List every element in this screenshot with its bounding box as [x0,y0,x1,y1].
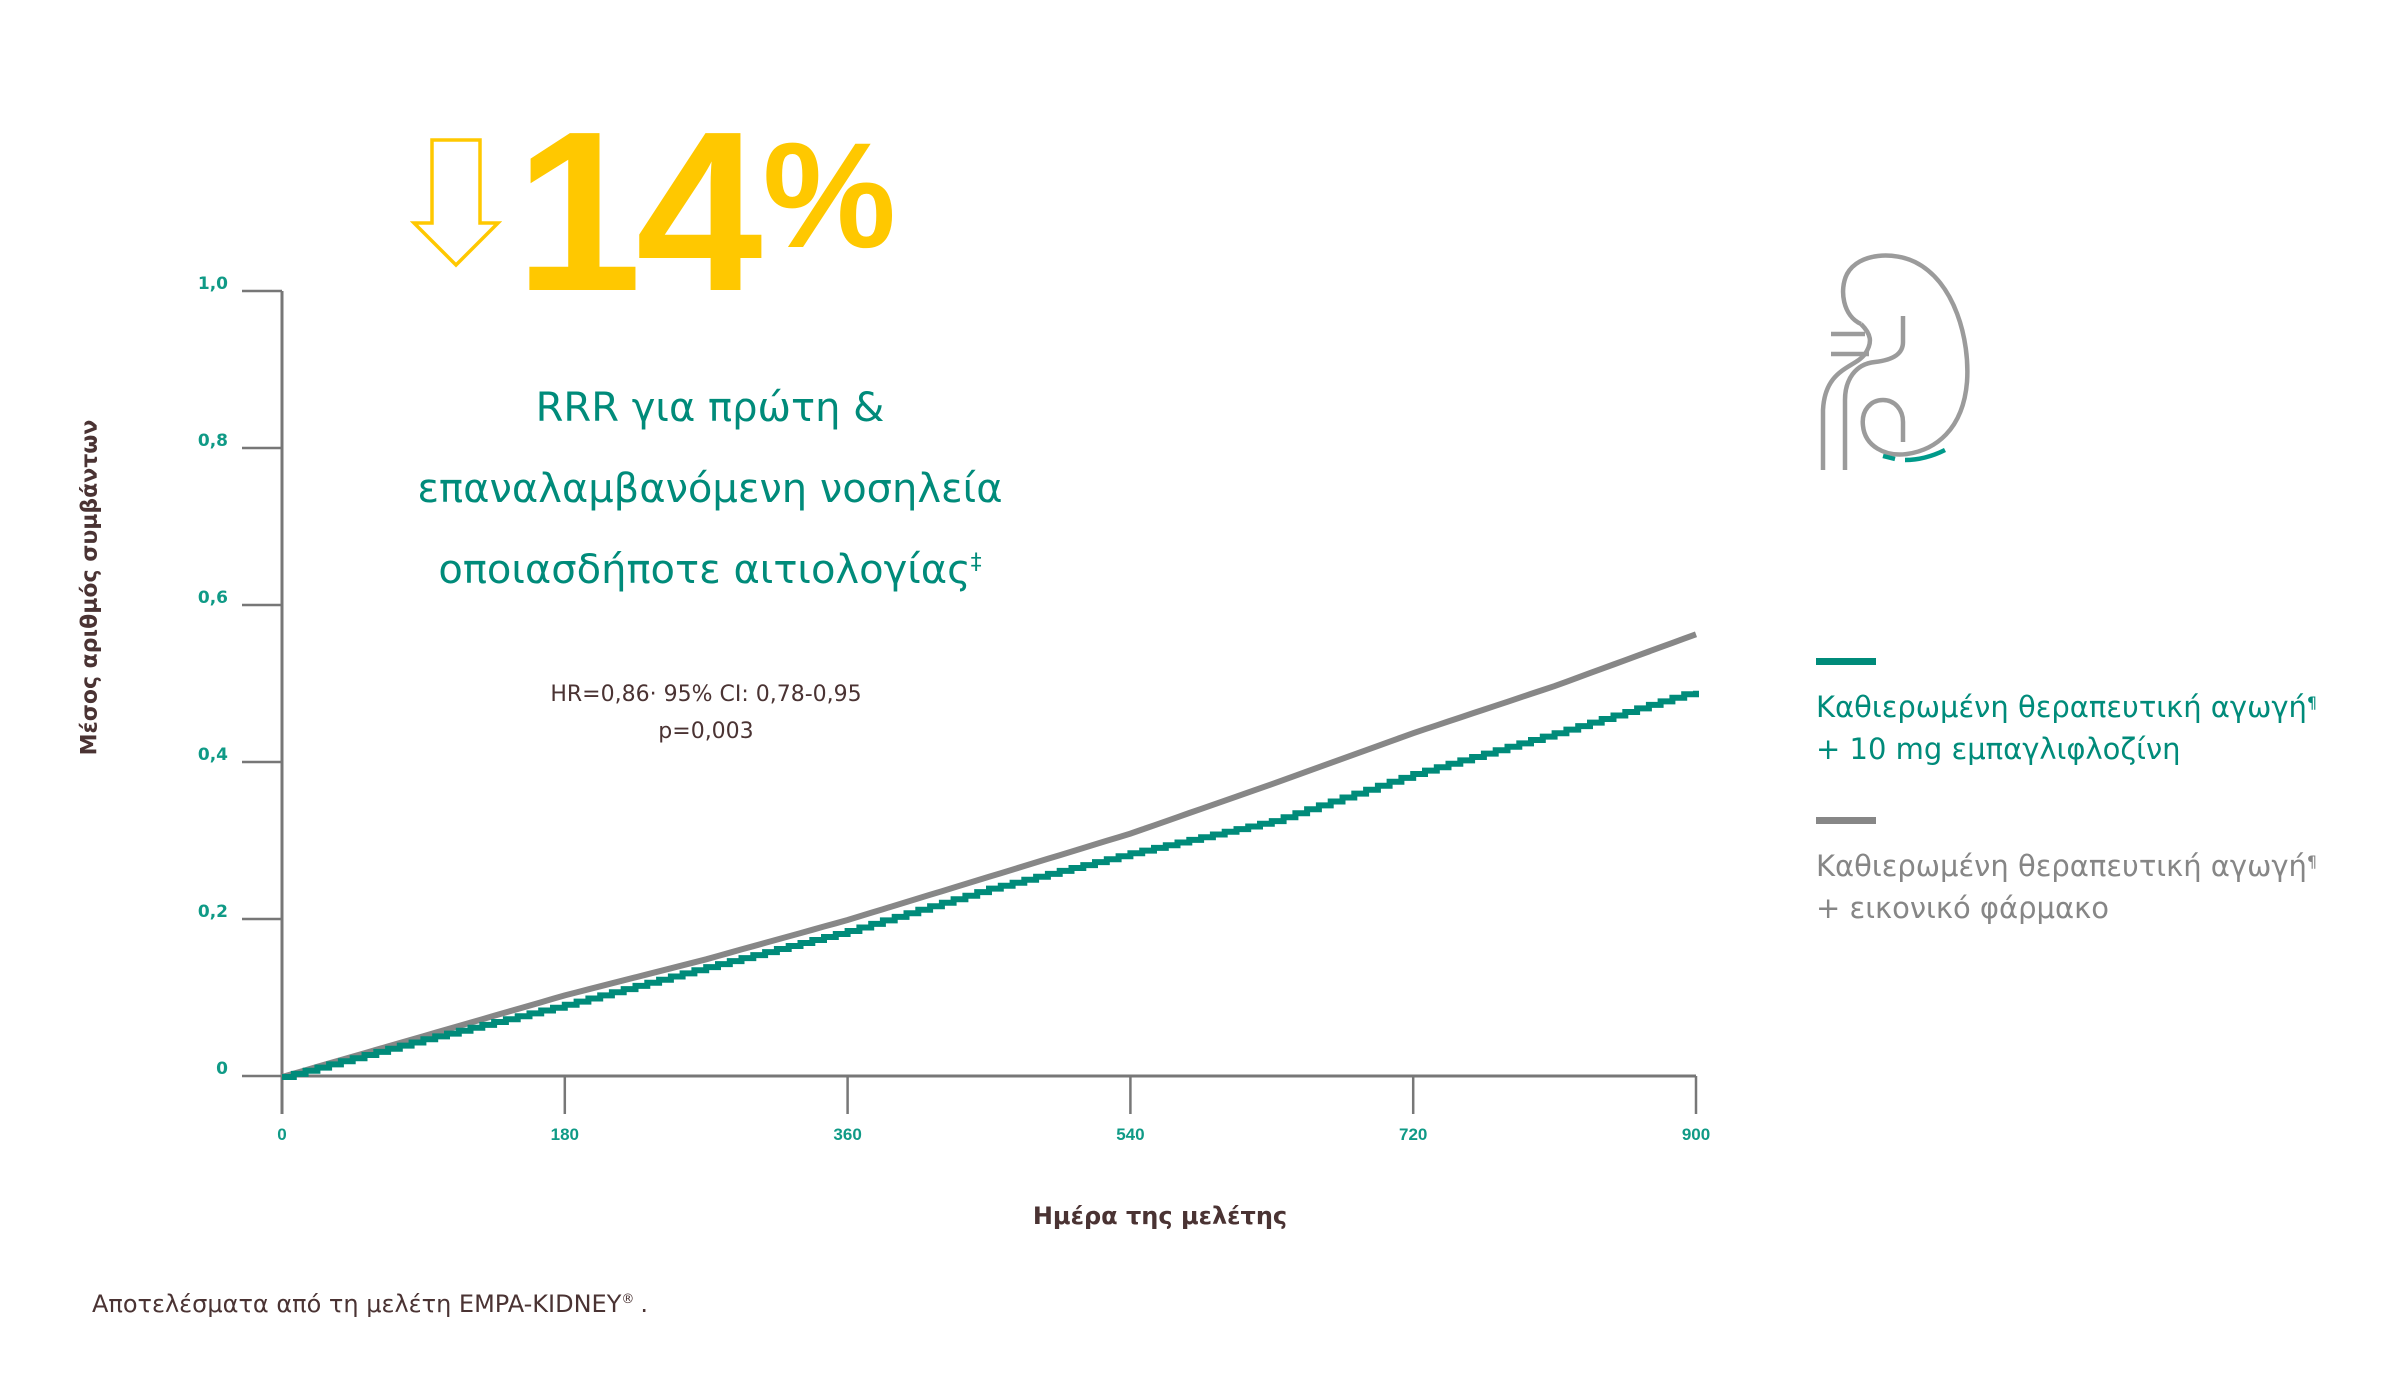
statistics-block: HR=0,86· 95% CI: 0,78-0,95 p=0,003 [456,676,956,750]
legend-label-placebo: Καθιερωμένη θεραπευτική αγωγή¶ + εικονικ… [1816,845,2317,929]
y-tick-label: 0,6 [198,588,228,608]
hazard-ratio: HR=0,86· 95% CI: 0,78-0,95 [550,682,862,707]
chart-axes: 0 0,2 0,4 0,6 0,8 1,0 0 180 360 540 720 900 [198,274,1710,1144]
down-arrow-icon [410,138,502,268]
x-tick-label: 900 [1682,1125,1710,1144]
headline-line-1: RRR για πρώτη & [535,385,885,431]
rrr-description: RRR για πρώτη & επαναλαμβανόμενη νοσηλεί… [330,368,1090,611]
y-tick-label: 0,2 [198,902,228,922]
source-period: . [640,1290,648,1318]
pilcrow-footnote: ¶ [2306,852,2318,871]
pilcrow-footnote: ¶ [2306,693,2318,712]
legend-label-line-2: + εικονικό φάρμακο [1816,891,2109,925]
double-dagger-footnote: ‡ [970,550,982,575]
legend-label-text: Καθιερωμένη θεραπευτική αγωγή [1816,690,2307,724]
headline-line-3-text: οποιασδήποτε αιτιολογίας [438,547,971,593]
rrr-value: 14% [515,98,896,326]
series-line-empagliflozin [282,690,1699,1080]
x-tick-label: 540 [1116,1125,1144,1144]
x-axis-label: Ημέρα της μελέτης [1032,1202,1288,1230]
legend-label-line-1: Καθιερωμένη θεραπευτική αγωγή¶ [1816,845,2317,887]
legend-item-placebo: Καθιερωμένη θεραπευτική αγωγή¶ + εικονικ… [1816,817,2317,929]
x-tick-label: 720 [1399,1125,1427,1144]
source-footnote: Αποτελέσματα από τη μελέτη EMPA-KIDNEY®. [92,1290,648,1318]
rrr-number: 14 [515,85,763,339]
rrr-percent-sign: % [762,111,896,279]
legend-label-text: Καθιερωμένη θεραπευτική αγωγή [1816,849,2307,883]
y-tick-label: 0 [216,1059,228,1079]
legend-swatch-teal [1816,658,1876,665]
x-tick-label: 180 [551,1125,579,1144]
source-text: Αποτελέσματα από τη μελέτη EMPA-KIDNEY [92,1290,622,1318]
legend-label-empagliflozin: Καθιερωμένη θεραπευτική αγωγή¶ + 10 mg ε… [1816,686,2317,770]
y-tick-label: 1,0 [198,274,228,294]
p-value: p=0,003 [658,719,754,744]
x-tick-label: 360 [833,1125,861,1144]
legend-label-line-1: Καθιερωμένη θεραπευτική αγωγή¶ [1816,686,2317,728]
registered-mark: ® [621,1292,635,1307]
chart-series [281,631,1699,1080]
series-line-placebo [281,631,1698,1080]
legend-swatch-gray [1816,817,1876,824]
headline-line-2: επαναλαμβανόμενη νοσηλεία [417,466,1003,512]
x-tick-label: 0 [277,1125,286,1144]
y-tick-label: 0,8 [198,431,228,451]
legend-item-empagliflozin: Καθιερωμένη θεραπευτική αγωγή¶ + 10 mg ε… [1816,658,2317,770]
y-axis-label: Μέσος αριθμός συμβάντων [77,419,103,756]
legend-label-line-2: + 10 mg εμπαγλιφλοζίνη [1816,732,2181,766]
kidney-icon [1820,253,1970,470]
y-tick-label: 0,4 [198,745,228,765]
headline-line-3: οποιασδήποτε αιτιολογίας‡ [330,530,1090,611]
